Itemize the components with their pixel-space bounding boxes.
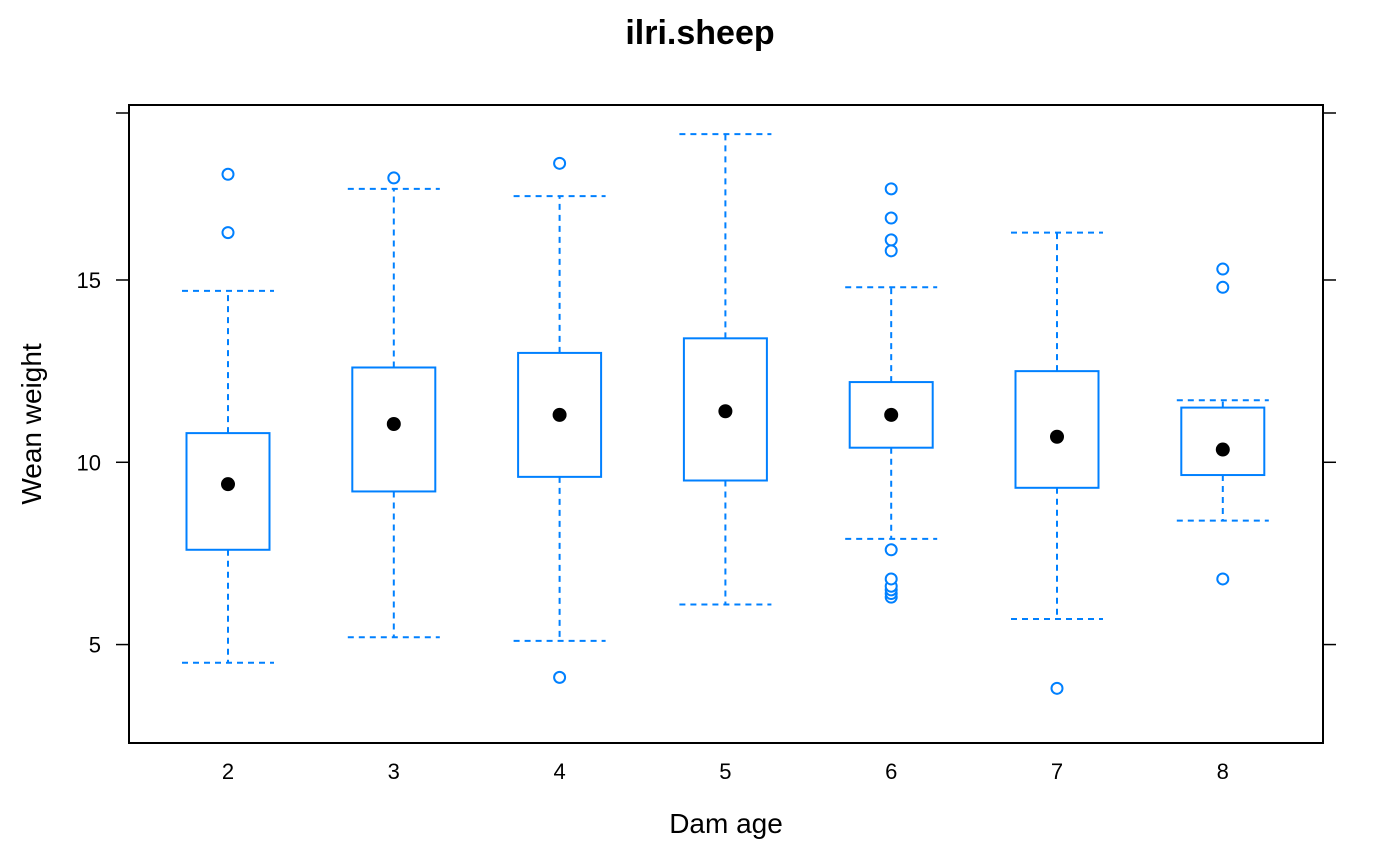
box-5 [679,133,772,606]
outlier-point [1050,681,1064,695]
boxes-group [182,133,1269,695]
box-3 [347,171,440,639]
outlier-point [553,670,567,684]
outlier-point [387,171,401,185]
x-tick-label: 3 [388,759,400,784]
median-dot [552,407,567,422]
outlier-point [884,211,898,225]
plot-frame [128,104,1324,744]
median-dot [1215,442,1230,457]
box-iqr [682,337,768,482]
outlier-point [1216,572,1230,586]
outlier-point [884,572,898,586]
median-dot [884,407,899,422]
y-tick-label: 10 [77,450,101,475]
box-7 [1011,231,1103,695]
x-axis-label: Dam age [669,808,783,839]
box-iqr [185,432,271,551]
y-tick-label: 5 [89,633,101,658]
median-dot [221,477,235,492]
x-tick-label: 4 [553,759,565,784]
y-axis: 5 10 15 [77,112,1336,658]
median-dot [386,417,401,431]
outlier-point [884,543,898,557]
outlier-point [1216,280,1230,294]
y-axis-label: Wean weight [16,343,47,505]
x-axis: 2 3 4 5 6 7 8 [222,759,1229,784]
box-2 [182,167,274,664]
box-iqr [1180,406,1266,477]
outlier-point [1216,262,1230,276]
x-tick-label: 6 [885,759,897,784]
outlier-point [884,244,898,258]
outlier-point [884,233,898,247]
y-tick-label: 15 [77,268,101,293]
box-4 [513,156,606,684]
x-tick-label: 8 [1217,759,1229,784]
box-iqr [351,366,437,493]
outlier-point [221,167,235,181]
x-tick-label: 2 [222,759,234,784]
outlier-point [221,226,235,240]
box-8 [1176,262,1269,586]
x-tick-label: 5 [719,759,731,784]
median-dot [1050,429,1064,444]
box-6 [845,182,938,604]
x-tick-label: 7 [1051,759,1063,784]
outlier-point [884,182,898,196]
outlier-point [553,156,567,170]
median-dot [718,404,733,419]
box-iqr [848,381,934,449]
box-iqr [517,351,603,478]
chart-title: ilri.sheep [625,14,774,52]
box-iqr [1014,370,1100,489]
